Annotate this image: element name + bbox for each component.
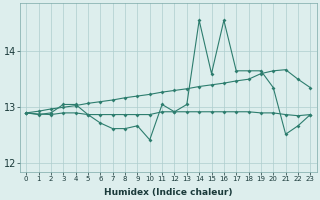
X-axis label: Humidex (Indice chaleur): Humidex (Indice chaleur) — [104, 188, 233, 197]
